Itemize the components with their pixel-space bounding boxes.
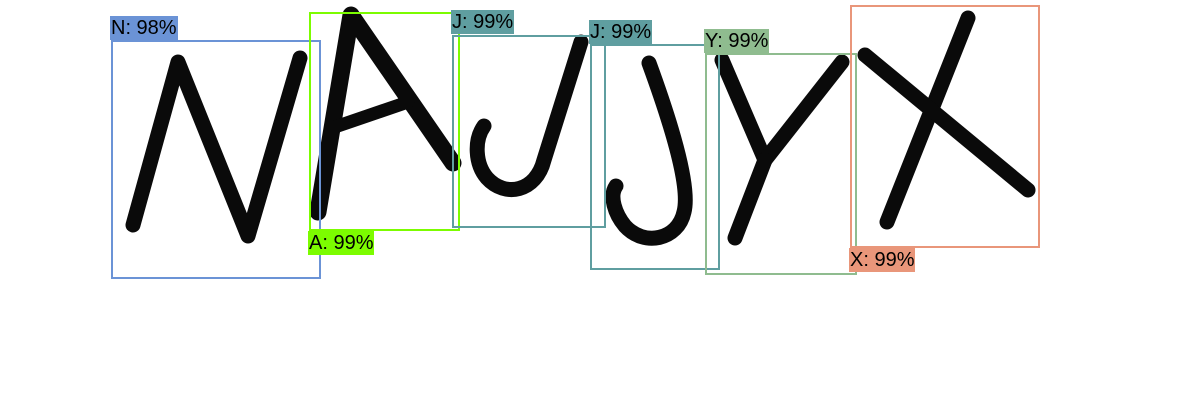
handwritten-letter-a xyxy=(309,6,462,221)
detection-label-j-first: J: 99% xyxy=(451,10,515,34)
detection-label-a: A: 99% xyxy=(308,231,375,255)
detection-label-j-second: J: 99% xyxy=(589,20,653,44)
handwritten-letter-y-right-arm xyxy=(757,54,850,168)
handwritten-letter-x-stroke-1 xyxy=(879,10,976,230)
detection-box-a xyxy=(309,12,460,231)
detection-label-x: X: 99% xyxy=(849,248,916,272)
handwritten-letter-y-stem xyxy=(727,152,773,246)
detection-box-j-first xyxy=(452,35,606,228)
handwritten-letter-n xyxy=(125,50,308,244)
handwritten-letter-a-crossbar xyxy=(325,95,415,135)
detection-label-n: N: 98% xyxy=(110,16,178,40)
handwritten-letter-j-first xyxy=(469,34,589,197)
detection-label-y: Y: 99% xyxy=(704,29,770,53)
detection-box-y xyxy=(705,53,857,275)
detection-box-n xyxy=(111,40,321,279)
detection-box-x xyxy=(850,5,1040,248)
handwritten-letter-j-second xyxy=(605,55,693,246)
detection-box-j-second xyxy=(590,44,720,270)
handwritten-letter-x-stroke-2 xyxy=(857,47,1036,198)
handwritten-letter-y-left-arm xyxy=(714,52,773,168)
